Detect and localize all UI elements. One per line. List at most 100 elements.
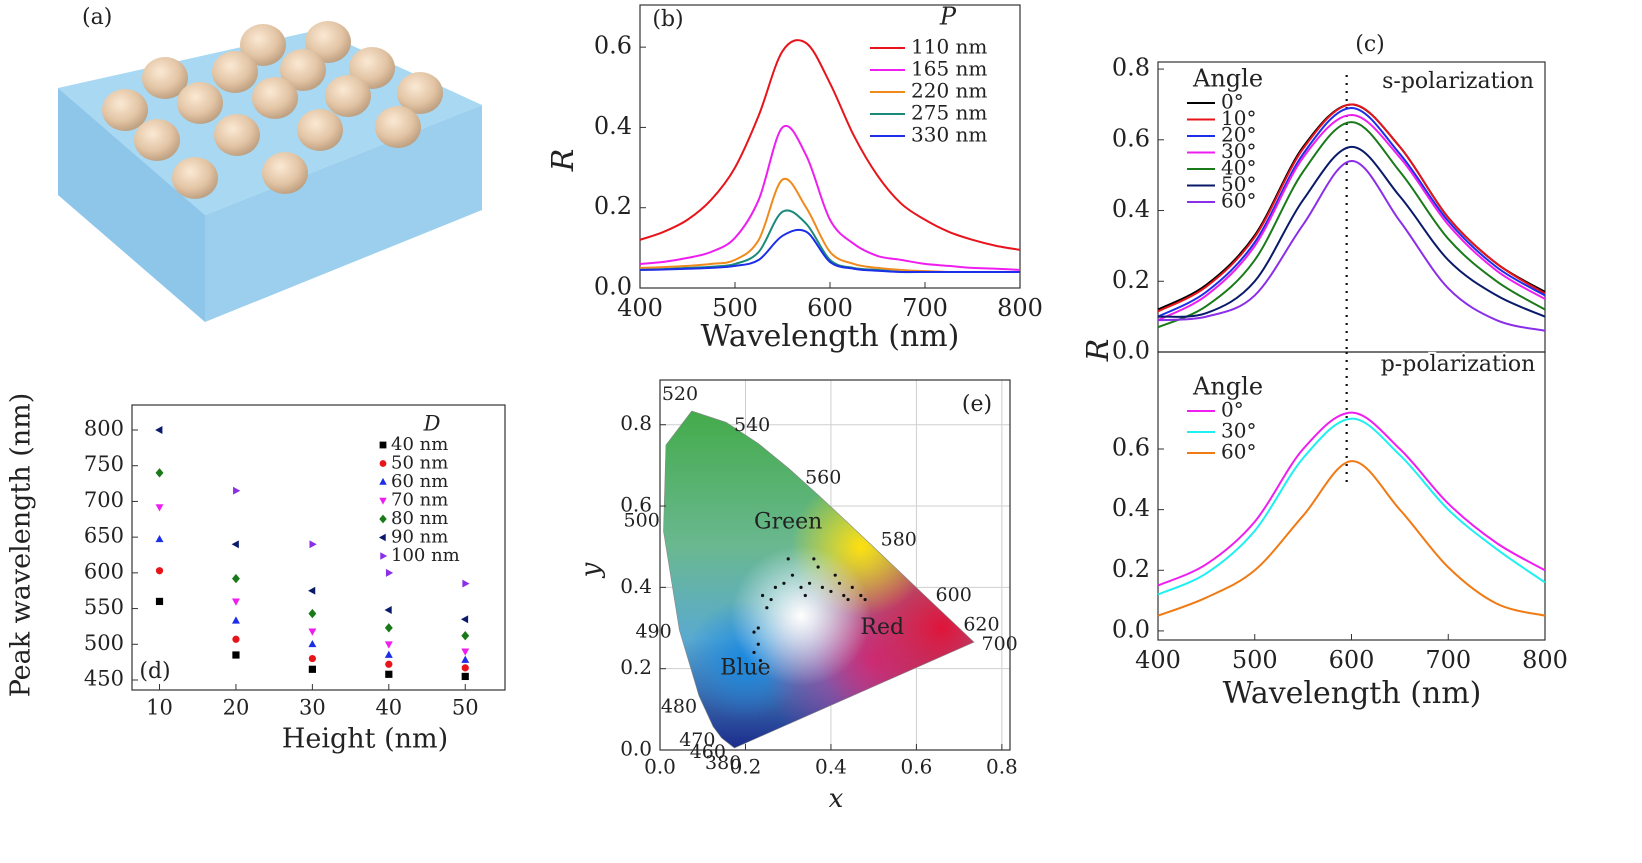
x-tick-label: 700: [902, 294, 948, 322]
legend-label: 50 nm: [391, 453, 448, 474]
color-point: [786, 557, 790, 561]
chart-panel: 400 500 600 700 800 0.0 0.2 0.4 0.6 Wavelength (n…: [546, 3, 1043, 355]
wavelength-label: 520: [662, 383, 698, 405]
color-point: [846, 597, 850, 602]
y-tick-label: 500: [84, 631, 124, 655]
x-tick-label: 500: [1232, 646, 1278, 674]
x-tick-label: 400: [617, 294, 663, 322]
marker: [384, 606, 392, 614]
x-tick-label: 10: [146, 695, 173, 719]
marker: [308, 608, 317, 619]
y-tick-label: 600: [84, 559, 124, 583]
curve: [639, 177, 1020, 274]
x-tick-label: 0.4: [815, 755, 847, 779]
plot-frame: [639, 4, 1021, 289]
y-tick-label: 0.0: [1112, 615, 1150, 643]
y-tick-label: 750: [84, 452, 124, 476]
y-tick-label: 0.2: [594, 192, 632, 220]
legend-label: 50°: [1221, 172, 1256, 196]
marker: [460, 615, 469, 624]
y-tick-label: 0.6: [1112, 124, 1150, 152]
nanodome: [134, 119, 180, 161]
wavelength-label: 600: [936, 584, 972, 606]
curve: [1157, 106, 1546, 318]
legend-label: 30°: [1221, 139, 1256, 163]
wavelength-label: 620: [963, 614, 999, 636]
legend-title: Angle: [1192, 373, 1263, 401]
marker: [461, 655, 470, 663]
x-tick-label: 0.6: [901, 755, 933, 779]
y-tick-label: 0.4: [1112, 195, 1150, 223]
nanodome: [172, 157, 218, 199]
chart-panel: 10 20 30 40 50 450 500 550 600 650 700 750 800 Height…: [6, 393, 506, 755]
y-tick-label: 0.2: [620, 655, 652, 679]
color-point: [752, 630, 756, 634]
x-tick-label: 400: [1135, 646, 1181, 674]
color-point: [752, 650, 756, 655]
marker: [309, 540, 317, 549]
legend-label: 90 nm: [391, 527, 448, 548]
wavelength-label: 480: [661, 696, 697, 718]
wavelength-label: 580: [881, 528, 917, 550]
marker: [308, 586, 316, 595]
nanodome: [214, 114, 260, 156]
substrate-illustration: [58, 21, 482, 322]
y-tick-label: 0.6: [1112, 434, 1150, 462]
nanodome: [240, 24, 286, 66]
legend-marker: [379, 514, 387, 524]
legend-label: 80 nm: [391, 508, 448, 529]
color-point: [765, 606, 769, 610]
x-tick-label: 700: [1425, 646, 1471, 674]
legend-label: 10°: [1221, 106, 1256, 130]
curve: [1157, 121, 1546, 329]
y-tick-label: 0.2: [1112, 555, 1150, 583]
nanodome: [177, 82, 223, 124]
wavelength-label: 700: [982, 633, 1018, 655]
legend-marker: [379, 477, 387, 485]
panel-label: (a): [82, 5, 112, 30]
panel-label: (c): [1355, 32, 1385, 57]
y-tick-label: 450: [84, 667, 124, 691]
marker: [308, 654, 316, 663]
color-point: [773, 585, 777, 589]
plot-frame: [1157, 351, 1546, 641]
curve: [1157, 460, 1546, 617]
panel-label: (d): [139, 659, 170, 684]
marker: [232, 635, 240, 643]
color-point: [850, 585, 854, 589]
legend-label: 70 nm: [391, 490, 448, 511]
y-tick-label: 0.8: [620, 411, 652, 435]
polarization-label: p-polarization: [1381, 352, 1536, 377]
y-axis-label: y: [576, 562, 606, 578]
legend-label: 275 nm: [911, 101, 987, 125]
wavelength-label: 470: [679, 729, 715, 751]
curve: [1157, 411, 1546, 587]
nanodome: [262, 152, 308, 194]
x-tick-label: 0.8: [986, 755, 1018, 779]
region-label: Blue: [720, 656, 770, 681]
marker: [155, 504, 164, 512]
marker: [385, 568, 394, 577]
color-point: [790, 573, 795, 577]
marker: [233, 486, 241, 495]
x-tick-label: 40: [375, 695, 402, 719]
nanodome: [212, 51, 258, 93]
x-axis-label: Wavelength (nm): [1223, 676, 1482, 711]
x-axis-label: Height (nm): [282, 724, 448, 755]
slab-front: [205, 105, 482, 322]
marker: [155, 567, 164, 575]
legend-label: 60 nm: [391, 471, 448, 492]
y-axis-label: R: [546, 149, 581, 173]
marker: [384, 623, 393, 633]
wavelength-label: 380: [705, 752, 741, 774]
color-point: [837, 581, 842, 585]
x-tick-label: 30: [299, 695, 326, 719]
legend-label: 20°: [1221, 123, 1256, 147]
legend-marker: [379, 497, 387, 505]
marker: [461, 648, 470, 656]
y-tick-label: 550: [84, 595, 124, 619]
y-tick-label: 0.2: [1112, 266, 1150, 294]
legend-marker: [378, 533, 386, 542]
y-tick-label: 0.0: [594, 273, 632, 301]
legend-label: 330 nm: [911, 123, 987, 147]
